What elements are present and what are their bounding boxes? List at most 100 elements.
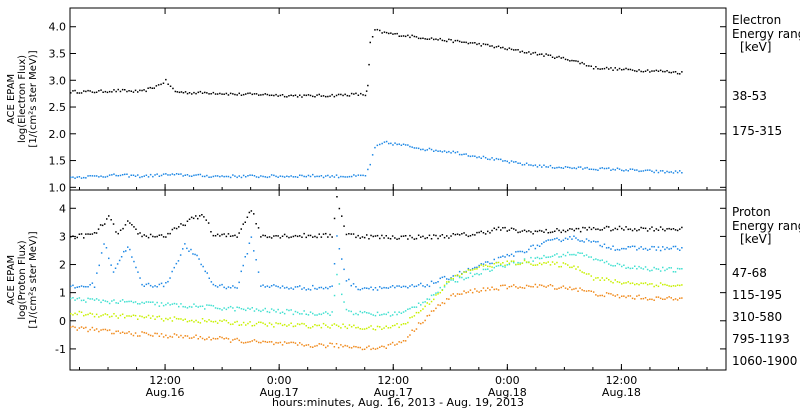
data-point <box>642 282 645 285</box>
data-point <box>70 176 72 179</box>
data-point <box>340 93 342 96</box>
data-point <box>141 283 143 286</box>
data-point <box>197 306 199 308</box>
data-point <box>156 301 158 304</box>
data-point <box>618 263 621 266</box>
data-point <box>437 39 439 41</box>
data-point <box>599 68 601 70</box>
data-point <box>502 262 504 264</box>
data-point <box>143 89 145 91</box>
data-point <box>320 175 323 177</box>
data-point <box>666 284 668 286</box>
data-point <box>374 235 377 237</box>
data-point <box>670 267 672 269</box>
data-point <box>454 295 457 297</box>
data-point <box>666 246 668 249</box>
data-point <box>581 61 583 64</box>
data-point <box>76 92 78 94</box>
data-point <box>337 325 340 328</box>
data-point <box>279 237 282 239</box>
data-point <box>290 175 292 177</box>
data-point <box>636 283 638 285</box>
data-point <box>491 262 493 265</box>
data-point <box>581 252 583 254</box>
data-point <box>560 57 562 59</box>
data-point <box>111 332 113 335</box>
data-point <box>428 38 431 40</box>
data-point <box>534 230 537 232</box>
data-point <box>433 298 435 301</box>
data-point <box>469 235 472 237</box>
data-point <box>592 291 595 293</box>
data-point <box>614 249 616 251</box>
data-point <box>154 332 156 335</box>
data-point <box>521 164 524 166</box>
data-point <box>634 265 636 267</box>
data-point <box>327 95 329 98</box>
data-point <box>83 285 85 288</box>
data-point <box>357 288 359 291</box>
data-point <box>229 305 232 308</box>
data-point <box>476 268 478 270</box>
data-point <box>679 284 681 287</box>
data-point <box>348 346 351 349</box>
data-point <box>309 327 312 329</box>
data-point <box>567 238 569 240</box>
data-point <box>474 268 476 270</box>
data-point <box>579 240 581 242</box>
data-point <box>106 300 109 303</box>
data-point <box>327 236 329 238</box>
data-point <box>221 93 223 95</box>
data-point <box>618 168 621 170</box>
data-point <box>307 234 310 237</box>
data-point <box>614 227 616 230</box>
data-point <box>541 284 543 287</box>
data-point <box>562 167 565 169</box>
data-point <box>370 313 372 315</box>
data-point <box>281 94 284 96</box>
data-point <box>357 346 359 349</box>
data-point <box>407 321 409 324</box>
data-point <box>396 313 398 316</box>
data-point <box>95 328 98 330</box>
data-point <box>223 93 225 95</box>
data-point <box>171 270 173 273</box>
data-point <box>571 167 573 170</box>
data-point <box>508 229 511 231</box>
data-point <box>456 39 459 42</box>
data-point <box>672 285 675 287</box>
data-point <box>422 285 424 287</box>
data-point <box>521 230 524 232</box>
data-point <box>361 311 364 314</box>
data-point <box>659 249 662 252</box>
data-point <box>206 320 208 323</box>
data-point <box>366 346 368 349</box>
proton-panel-frame <box>69 189 727 371</box>
data-point <box>173 333 176 335</box>
data-point <box>664 229 666 232</box>
data-point <box>184 243 186 245</box>
x-tick-date: Aug.17 <box>260 386 299 399</box>
data-point <box>585 65 588 67</box>
data-point <box>655 249 658 251</box>
data-point <box>247 322 249 325</box>
data-point <box>525 284 528 287</box>
data-point <box>567 264 569 266</box>
data-point <box>666 228 668 230</box>
data-point <box>232 285 234 287</box>
data-point <box>70 92 72 94</box>
data-point <box>491 269 493 272</box>
data-point <box>364 94 367 97</box>
data-point <box>586 166 588 169</box>
data-point <box>180 223 182 225</box>
data-point <box>327 312 329 315</box>
data-point <box>100 301 102 304</box>
data-point <box>171 303 174 305</box>
data-point <box>433 150 435 152</box>
data-point <box>145 301 148 303</box>
data-point <box>205 219 207 221</box>
data-point <box>411 146 413 148</box>
data-point <box>346 176 349 178</box>
data-point <box>387 237 390 239</box>
electron-ylabel-line2: log(Electron Flux) <box>17 55 28 143</box>
